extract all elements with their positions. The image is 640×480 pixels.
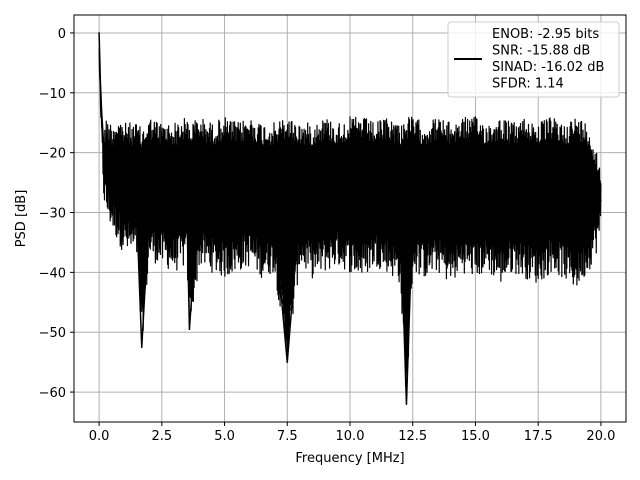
legend-entry-enob: ENOB: -2.95 bits bbox=[492, 27, 599, 42]
psd-data-point bbox=[361, 211, 364, 214]
psd-data-point bbox=[261, 193, 263, 196]
psd-data-point bbox=[188, 328, 191, 331]
psd-data-point bbox=[99, 80, 102, 82]
psd-data-point bbox=[374, 187, 376, 190]
x-tick-label: 7.5 bbox=[277, 429, 298, 444]
psd-data-point bbox=[117, 163, 119, 166]
psd-data-point bbox=[135, 211, 138, 214]
psd-data-point bbox=[524, 199, 527, 202]
psd-data-point bbox=[223, 187, 226, 190]
psd-data-point bbox=[236, 199, 238, 202]
y-tick-label: −40 bbox=[39, 266, 66, 281]
psd-data-point bbox=[161, 199, 163, 202]
psd-data-point bbox=[499, 193, 502, 196]
psd-data-point bbox=[286, 361, 289, 363]
psd-data-point bbox=[324, 193, 326, 196]
x-tick-label: 17.5 bbox=[524, 429, 553, 444]
x-ticks: 0.0 2.5 5.0 7.5 10.0 12.5 15.0 17.5 20.0 bbox=[89, 422, 615, 444]
psd-data-point bbox=[100, 109, 103, 112]
x-tick-label: 2.5 bbox=[151, 429, 172, 444]
psd-data-point bbox=[437, 217, 439, 220]
psd-data-point bbox=[537, 217, 539, 220]
x-tick-label: 10.0 bbox=[336, 429, 365, 444]
psd-noise-trace bbox=[98, 48, 602, 387]
x-tick-label: 20.0 bbox=[586, 429, 615, 444]
y-tick-label: −30 bbox=[39, 207, 66, 222]
psd-data-point bbox=[140, 346, 143, 348]
axes-frame bbox=[73, 14, 627, 423]
psd-data-point bbox=[311, 217, 314, 220]
plot-area bbox=[98, 32, 602, 405]
psd-data-point bbox=[248, 211, 251, 214]
legend-box bbox=[447, 21, 620, 98]
psd-data-point bbox=[349, 199, 351, 202]
legend: ENOB: -2.95 bits SNR: -15.88 dB SINAD: -… bbox=[447, 21, 620, 98]
psd-data-point bbox=[273, 223, 276, 226]
psd-data-point bbox=[386, 223, 389, 226]
legend-entry-sfdr: SFDR: 1.14 bbox=[492, 77, 564, 92]
y-axis-label: PSD [dB] bbox=[14, 190, 29, 248]
psd-data-point bbox=[405, 403, 408, 405]
psd-data-point bbox=[186, 211, 188, 214]
y-tick-label: 0 bbox=[58, 27, 66, 42]
x-tick-label: 12.5 bbox=[398, 429, 427, 444]
legend-entry-snr: SNR: -15.88 dB bbox=[492, 44, 590, 59]
psd-data-point bbox=[424, 199, 427, 202]
psd-data-point bbox=[123, 193, 125, 196]
y-tick-label: −20 bbox=[39, 147, 66, 162]
psd-data-point bbox=[399, 205, 401, 208]
psd-data-point bbox=[148, 211, 151, 214]
y-tick-label: −10 bbox=[39, 87, 66, 102]
x-tick-label: 0.0 bbox=[89, 429, 110, 444]
y-tick-label: −50 bbox=[39, 326, 66, 341]
psd-data-point bbox=[549, 205, 552, 208]
psd-data-point bbox=[462, 211, 464, 214]
psd-data-point bbox=[336, 229, 339, 232]
psd-data-point bbox=[299, 205, 301, 208]
psd-data-point bbox=[587, 211, 590, 214]
psd-data-point bbox=[411, 211, 414, 214]
y-tick-label: −60 bbox=[39, 386, 66, 401]
psd-data-point bbox=[487, 229, 489, 232]
psd-data-point bbox=[211, 217, 213, 220]
psd-data-point bbox=[600, 199, 602, 202]
x-tick-label: 5.0 bbox=[214, 429, 235, 444]
x-tick-label: 15.0 bbox=[461, 429, 490, 444]
psd-data-point bbox=[575, 193, 577, 196]
psd-data-point bbox=[110, 187, 113, 190]
psd-data-point bbox=[98, 32, 100, 34]
psd-data-point bbox=[562, 223, 565, 226]
legend-entry-sinad: SINAD: -16.02 dB bbox=[492, 60, 604, 75]
psd-data-point bbox=[449, 193, 452, 196]
psd-data-point bbox=[198, 181, 201, 184]
y-ticks: 0 −10 −20 −30 −40 −50 −60 bbox=[39, 27, 74, 401]
psd-data-point bbox=[103, 151, 105, 154]
psd-data-point bbox=[474, 205, 477, 208]
psd-data-point bbox=[105, 175, 108, 178]
x-axis-label: Frequency [MHz] bbox=[295, 451, 404, 466]
psd-data-point bbox=[512, 211, 514, 214]
psd-data-point bbox=[173, 229, 176, 232]
